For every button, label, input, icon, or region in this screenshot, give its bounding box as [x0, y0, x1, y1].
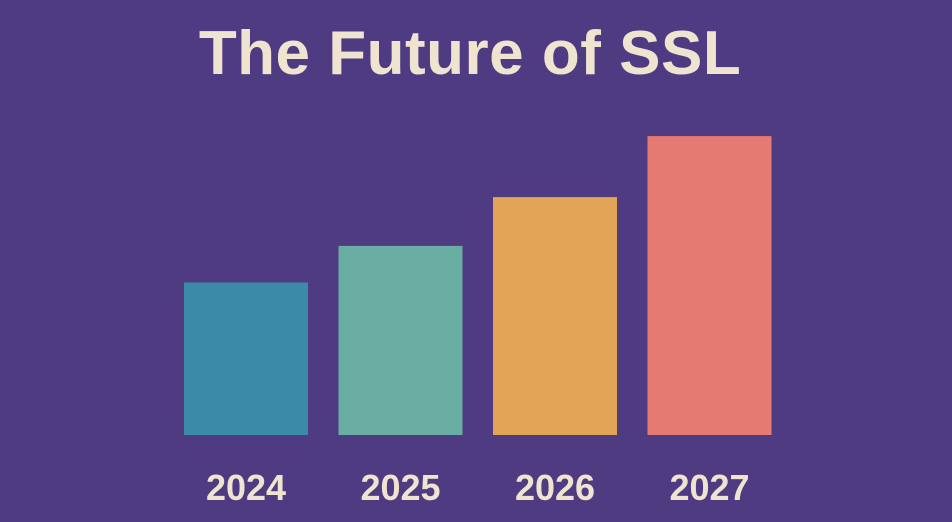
x-tick-label-2026: 2026: [515, 467, 595, 508]
bar-2026: [493, 197, 617, 435]
x-tick-label-2025: 2025: [360, 467, 440, 508]
x-tick-label-2027: 2027: [669, 467, 749, 508]
bar-2027: [647, 136, 772, 435]
bar-2025: [338, 245, 463, 435]
x-tick-label-2024: 2024: [206, 467, 286, 508]
bar-2024: [184, 282, 308, 435]
chart-title: The Future of SSL: [198, 19, 742, 88]
